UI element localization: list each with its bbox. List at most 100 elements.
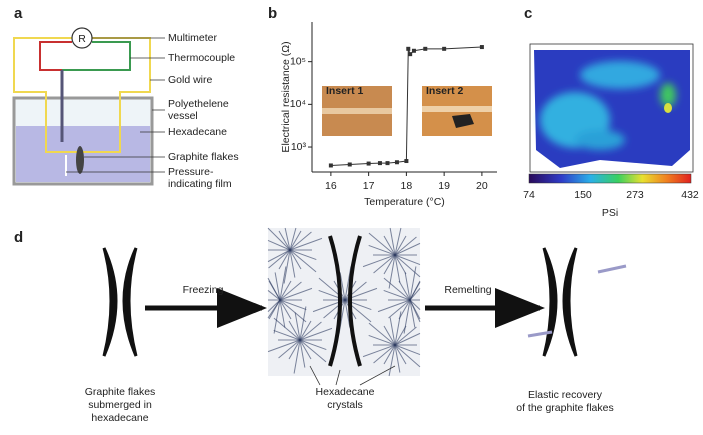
crystal-needle xyxy=(394,254,401,283)
arrow-label: Freezing xyxy=(183,284,224,296)
crystal-needle xyxy=(268,249,291,269)
crystal-needle xyxy=(268,280,281,301)
panel-letter: c xyxy=(524,5,532,22)
crystal-needle xyxy=(293,339,301,374)
component-label: Gold wire xyxy=(168,74,213,86)
crystal-needle xyxy=(279,266,287,301)
crystal-needle xyxy=(344,299,351,328)
x-tick-label: 18 xyxy=(401,180,413,192)
crystal-needle xyxy=(409,299,421,310)
caption: of the graphite flakes xyxy=(516,402,613,414)
crystal-needle xyxy=(394,227,402,256)
crystal-needle xyxy=(339,272,346,301)
crystal-needle xyxy=(409,288,421,301)
crystal-needle xyxy=(289,249,302,270)
crystal-needle xyxy=(299,339,312,360)
crystal-needle xyxy=(368,322,396,346)
component-label: indicating film xyxy=(168,178,232,190)
colorbar-tick-label: 432 xyxy=(681,189,699,201)
crystal-needle xyxy=(373,254,396,274)
panel-c: c 74 150 273 432 PSi xyxy=(523,5,699,219)
crystal-needle xyxy=(409,281,421,301)
crystal-needle xyxy=(383,254,396,275)
meter-symbol: R xyxy=(78,33,86,45)
crystal-needle xyxy=(289,249,317,273)
data-point xyxy=(328,163,333,168)
crystal-needle xyxy=(284,227,291,251)
crystal-needle xyxy=(398,299,411,320)
crystal-needle xyxy=(274,272,281,301)
crystal-needle xyxy=(279,299,292,320)
crystal-needle xyxy=(362,254,396,268)
crystal-needle xyxy=(383,344,396,365)
crystal-needle xyxy=(388,344,396,377)
panel-letter: d xyxy=(14,229,23,246)
caption: Graphite flakes xyxy=(85,386,156,398)
crystal-needle xyxy=(394,235,407,256)
x-axis-label: Temperature (°C) xyxy=(364,196,445,208)
crystal-needle xyxy=(389,317,396,346)
crystal-needle xyxy=(394,325,407,346)
component-label: Hexadecane xyxy=(168,126,227,138)
crystal-needle xyxy=(279,280,292,301)
crystal-needle xyxy=(273,299,281,334)
crystal-needle xyxy=(279,299,307,311)
crystal-needle xyxy=(267,249,291,263)
crystal-needle xyxy=(279,299,307,323)
crystal-needle xyxy=(289,237,323,251)
crystal-needle xyxy=(362,344,396,358)
crystal-needle xyxy=(404,272,411,301)
crystal-needle xyxy=(394,344,401,373)
crystal-needle xyxy=(373,344,396,364)
crystal-needle xyxy=(409,299,416,328)
x-tick-label: 19 xyxy=(438,180,450,192)
x-tick-label: 17 xyxy=(363,180,375,192)
x-tick-label: 20 xyxy=(476,180,488,192)
crystal-needle xyxy=(299,321,322,341)
crystal-needle xyxy=(398,280,411,301)
crystal-needle xyxy=(377,299,411,313)
flake-drawings xyxy=(102,227,627,386)
crystal-needle xyxy=(289,231,312,251)
component-label: Polyethelene xyxy=(168,98,229,110)
crystal-needle xyxy=(403,299,411,334)
crystal-needle xyxy=(279,287,313,301)
crystal-needle xyxy=(409,266,417,301)
panel-letter: a xyxy=(14,5,23,22)
crystal-needle xyxy=(289,249,317,261)
colorbar-tick-label: 150 xyxy=(574,189,592,201)
insert-label: Insert 1 xyxy=(326,85,364,97)
crystal-needle xyxy=(394,242,421,256)
crystal-needle xyxy=(394,332,421,346)
data-point xyxy=(394,160,399,165)
crystal-needle xyxy=(409,299,421,320)
crystal-needle xyxy=(383,289,411,301)
component-label: Thermocouple xyxy=(168,52,235,64)
component-label: vessel xyxy=(168,110,198,122)
crystal-needle xyxy=(273,329,301,341)
crystal-needle xyxy=(267,227,291,251)
data-point xyxy=(385,161,390,166)
crystal-needle xyxy=(388,299,411,319)
crystal-needle xyxy=(394,344,421,368)
data-point xyxy=(408,52,413,57)
caption: hexadecane xyxy=(91,412,148,424)
colorbar-tick-label: 74 xyxy=(523,189,535,201)
crystal-needle xyxy=(394,236,417,256)
crystal-needle xyxy=(368,244,396,256)
data-point xyxy=(423,46,428,51)
y-tick-label: 10⁴ xyxy=(290,98,306,110)
crystal-needle xyxy=(394,254,421,266)
crystal-needle xyxy=(267,299,281,319)
data-point xyxy=(347,162,352,167)
crystal-needle xyxy=(299,339,327,351)
crystal-needle xyxy=(394,344,407,365)
crystal-needle xyxy=(299,320,312,341)
component-label: Multimeter xyxy=(168,32,218,44)
crystal-needle xyxy=(273,317,301,341)
crystal-needle xyxy=(289,227,297,251)
panel-d: d Freezing Remelting Graphite flakessubmerg… xyxy=(14,229,614,424)
caption: submerged in xyxy=(88,399,152,411)
panel-b: b 10³ 10⁴ 10⁵ 16 17 18 19 20 Temperature (°C) Elec… xyxy=(268,5,497,208)
